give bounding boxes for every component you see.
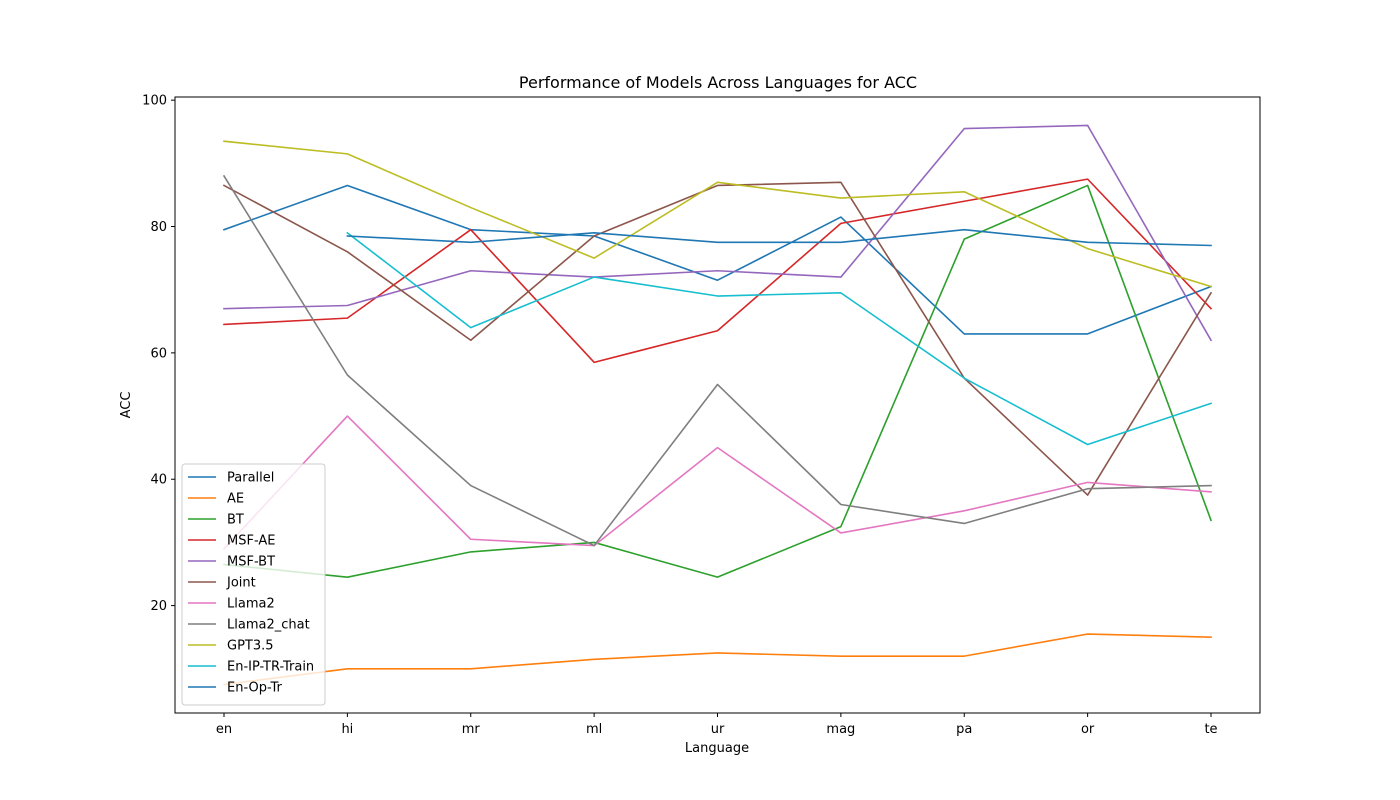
legend-label: Llama2_chat	[227, 618, 310, 633]
x-tick-label: mr	[462, 722, 481, 737]
series-line-ae	[223, 633, 1212, 686]
x-tick-label: te	[1204, 722, 1217, 737]
x-tick-label: ml	[586, 722, 602, 737]
x-tick-label: or	[1081, 722, 1095, 737]
chart-title: Performance of Models Across Languages f…	[519, 73, 917, 92]
legend-label: AE	[227, 492, 244, 507]
legend-label: BT	[227, 513, 244, 528]
y-tick-label: 20	[150, 599, 167, 614]
legend: Parallel AE BT MSF-AE MSF-BT Joint Llama2 Llama…	[181, 463, 326, 706]
legend-label: En-Op-Tr	[227, 681, 283, 696]
series-line-msf-bt	[223, 124, 1213, 342]
y-axis-label: ACC	[119, 392, 134, 419]
y-tick-label: 40	[150, 473, 167, 488]
series-line-en-op-tr	[346, 228, 1212, 247]
series-line-parallel	[222, 184, 1213, 335]
series-line-joint	[222, 181, 1213, 496]
x-tick-label: hi	[341, 722, 353, 737]
legend-box	[181, 463, 326, 706]
series-layer	[222, 124, 1213, 686]
x-tick-label: en	[216, 722, 232, 737]
series-line-llama2	[222, 415, 1212, 550]
y-axis: 20 40 60 80 100	[142, 94, 175, 614]
legend-label: MSF-AE	[227, 534, 275, 549]
x-axis-label: Language	[685, 741, 749, 756]
y-tick-label: 80	[150, 220, 167, 235]
legend-label: Joint	[226, 576, 256, 591]
series-line-en-ip-tr-train	[346, 231, 1213, 446]
x-axis: en hi mr ml ur mag pa or te	[216, 713, 1218, 737]
x-tick-label: mag	[826, 722, 855, 737]
x-tick-label: pa	[956, 722, 972, 737]
y-tick-label: 100	[142, 94, 167, 109]
x-tick-label: ur	[711, 722, 725, 737]
legend-label: Parallel	[227, 471, 274, 486]
legend-label: En-IP-TR-Train	[227, 660, 314, 675]
series-line-gpt3-5	[223, 140, 1212, 288]
series-line-bt	[223, 184, 1213, 578]
legend-label: MSF-BT	[227, 555, 275, 570]
legend-label: GPT3.5	[227, 639, 274, 654]
series-line-llama2-chat	[222, 174, 1212, 547]
series-line-msf-ae	[223, 178, 1213, 364]
legend-label: Llama2	[227, 597, 275, 612]
y-tick-label: 60	[150, 346, 167, 361]
